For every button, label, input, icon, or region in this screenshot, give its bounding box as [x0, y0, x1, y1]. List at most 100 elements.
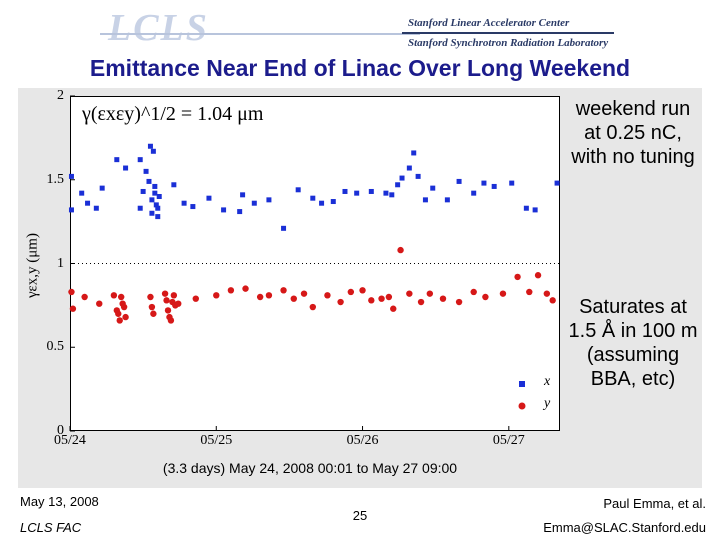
institution-divider — [402, 32, 614, 34]
slide-header: LCLS Stanford Linear Accelerator Center … — [0, 0, 720, 62]
footer-email: Emma@SLAC.Stanford.edu — [543, 520, 706, 535]
data-point-x — [147, 143, 153, 149]
data-point-x — [532, 207, 538, 213]
data-point-y — [163, 297, 170, 304]
data-point-x — [237, 209, 243, 215]
footer-author: Paul Emma, et al. — [603, 496, 706, 511]
data-point-y — [115, 310, 122, 317]
data-point-x — [430, 185, 436, 191]
x-tick-label: 05/26 — [346, 433, 379, 448]
data-point-x — [99, 185, 105, 191]
data-point-x — [152, 190, 158, 196]
data-point-x — [146, 178, 152, 184]
data-point-y — [337, 298, 344, 306]
data-point-y — [192, 295, 199, 302]
data-point-x — [68, 173, 74, 179]
data-point-x — [171, 182, 177, 188]
x-tick-label: 05/24 — [54, 433, 86, 448]
y-tick-label: 1 — [57, 255, 64, 271]
data-point-x — [491, 183, 497, 189]
data-point-y — [385, 293, 393, 301]
data-point-x — [399, 175, 405, 181]
data-point-y — [175, 300, 182, 307]
data-point-y — [167, 317, 175, 324]
data-point-x — [266, 197, 272, 203]
data-point-y — [426, 290, 434, 297]
data-point-y — [347, 288, 355, 296]
data-point-x — [156, 194, 162, 199]
data-point-y — [455, 298, 463, 306]
data-point-y — [150, 310, 157, 317]
data-point-x — [93, 205, 99, 211]
data-point-x — [149, 210, 155, 216]
data-point-y — [368, 297, 375, 304]
y-tick-label: 0.5 — [46, 339, 65, 355]
data-point-x — [85, 200, 91, 206]
legend: x y — [514, 370, 558, 420]
data-point-y — [122, 313, 129, 321]
data-point-x — [406, 165, 412, 171]
lcls-logo: LCLS — [108, 7, 209, 49]
x-tick-label: 05/25 — [200, 433, 233, 448]
data-point-y — [68, 288, 75, 296]
data-point-y — [406, 290, 413, 297]
data-point-y — [96, 300, 103, 307]
data-point-x — [155, 214, 161, 220]
footer-date: May 13, 2008 — [20, 494, 99, 509]
data-point-y — [148, 303, 156, 311]
data-point-x — [206, 195, 212, 201]
data-point-x — [310, 195, 316, 201]
data-point-x — [149, 197, 155, 203]
page-number: 25 — [352, 508, 368, 523]
data-point-x — [181, 200, 187, 206]
data-point-x — [509, 180, 515, 186]
data-point-x — [155, 205, 161, 211]
data-point-x — [240, 192, 246, 198]
y-tick-label: 1.5 — [46, 171, 65, 187]
data-point-y — [378, 295, 385, 302]
data-point-y — [526, 288, 533, 296]
slide-title: Emittance Near End of Linac Over Long We… — [89, 55, 631, 81]
data-point-x — [415, 173, 421, 179]
legend-label-y: y — [544, 396, 551, 411]
data-point-x — [456, 178, 462, 184]
data-point-y — [290, 295, 297, 302]
data-point-y — [265, 292, 273, 299]
data-point-x — [281, 225, 287, 231]
data-point-x — [251, 200, 257, 206]
legend-marker-x — [519, 381, 525, 387]
legend-label-x: x — [544, 374, 551, 389]
data-point-x — [319, 200, 325, 206]
data-point-y — [110, 292, 118, 299]
emittance-annotation: γ(εxεy)^1/2 = 1.04 μm — [82, 103, 264, 125]
data-point-y — [69, 305, 77, 312]
data-point-x — [153, 202, 159, 208]
data-point-y — [256, 293, 264, 301]
logo-underline — [100, 33, 420, 35]
data-point-y — [120, 303, 128, 311]
data-point-x — [137, 205, 143, 211]
data-point-x — [79, 190, 85, 196]
institution-line-1: Stanford Linear Accelerator Center — [408, 17, 570, 29]
data-point-y — [417, 298, 425, 306]
x-range-label: (3.3 days) May 24, 2008 00:01 to May 27 … — [162, 460, 458, 476]
data-point-x — [411, 150, 417, 156]
data-point-y — [499, 290, 507, 297]
data-point-x — [471, 190, 477, 196]
data-point-x — [68, 207, 74, 213]
data-point-y — [549, 297, 556, 304]
data-point-y — [397, 246, 404, 254]
data-point-y — [470, 288, 477, 296]
data-point-y — [116, 317, 123, 324]
data-point-y — [359, 287, 366, 294]
data-point-y — [213, 292, 220, 299]
data-point-y — [117, 293, 125, 301]
footer-org: LCLS FAC — [20, 520, 82, 535]
data-point-x — [481, 180, 487, 186]
data-point-x — [295, 187, 301, 193]
y-tick-label: 0 — [57, 423, 64, 438]
data-point-x — [389, 192, 395, 198]
weekend-run-note: weekend run at 0.25 nC, with no tuning — [571, 98, 695, 168]
data-point-y — [280, 287, 287, 294]
